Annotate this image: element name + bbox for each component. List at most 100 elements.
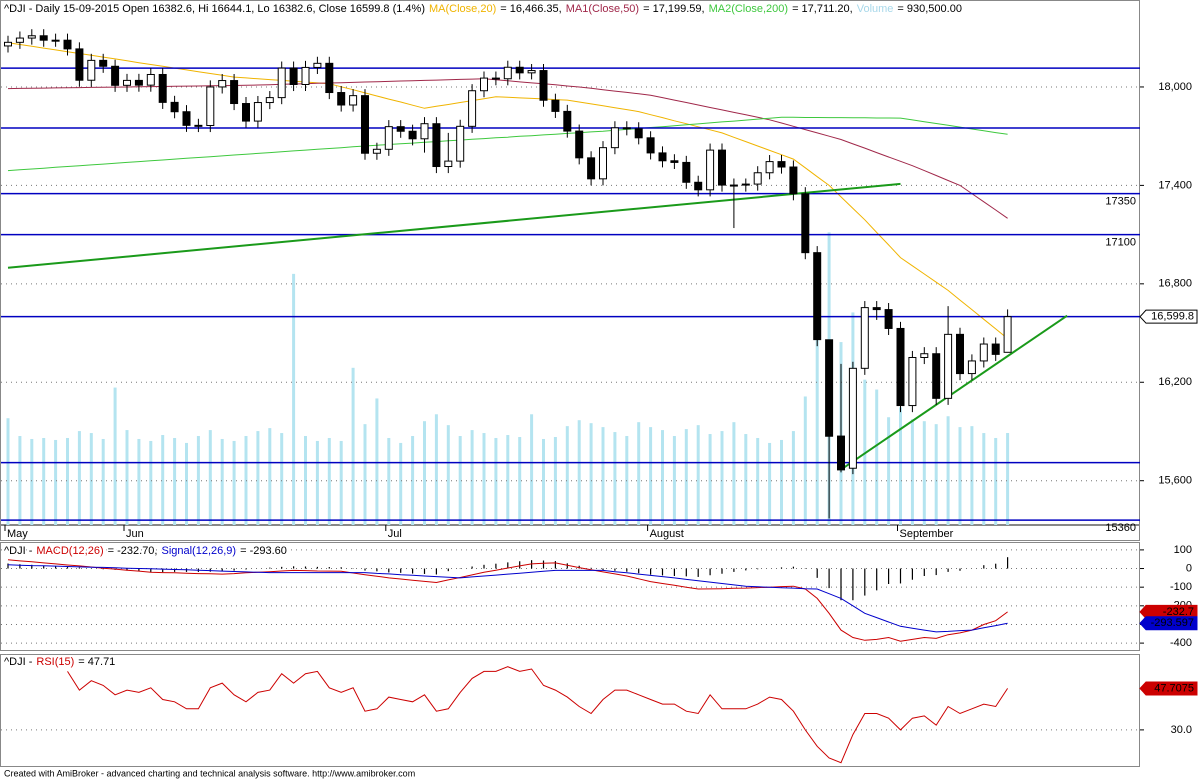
volume-bar xyxy=(744,434,748,525)
candle-body xyxy=(503,66,512,80)
candle-body xyxy=(170,101,179,113)
candle-body xyxy=(111,65,120,86)
candle-body xyxy=(75,48,84,81)
price-pane-frame xyxy=(0,0,1140,525)
volume-bar xyxy=(220,438,224,525)
volume-bar xyxy=(637,422,641,525)
candle-body xyxy=(825,339,834,437)
candle-body xyxy=(337,92,346,106)
volume-bar xyxy=(185,442,188,525)
volume-bar xyxy=(458,436,462,525)
legend-name: MA2(Close,200) xyxy=(709,3,788,15)
candle-body xyxy=(813,252,822,341)
value-tag xyxy=(1139,681,1198,696)
volume-bar xyxy=(875,389,879,525)
volume-bar xyxy=(89,433,93,525)
volume-bar xyxy=(768,442,772,525)
candle-body xyxy=(265,97,274,104)
date-axis-strip xyxy=(0,525,1140,541)
volume-bar xyxy=(268,428,272,525)
candle-body xyxy=(218,80,227,88)
candle-body xyxy=(622,127,631,130)
volume-bar xyxy=(815,340,819,525)
volume-bar xyxy=(994,437,998,525)
candle-body xyxy=(599,147,607,180)
candle-body xyxy=(301,66,310,85)
volume-bar xyxy=(589,423,593,525)
candle-body xyxy=(87,59,96,81)
candle-body xyxy=(491,77,500,80)
candle-body xyxy=(349,95,358,106)
volume-bar xyxy=(756,437,760,525)
volume-bar xyxy=(791,431,795,525)
candle-body xyxy=(1003,316,1012,353)
volume-bar xyxy=(208,430,212,525)
legend-name: MA1(Close,50) xyxy=(566,3,639,15)
candle-body xyxy=(777,161,786,168)
volume-bar xyxy=(6,418,10,525)
macd-pane-frame xyxy=(0,542,1140,651)
level-label: 15360 xyxy=(1105,522,1136,534)
candle-body xyxy=(634,128,643,139)
candle-body xyxy=(277,67,286,99)
candle-body xyxy=(563,110,572,132)
candle-body xyxy=(658,152,667,162)
volume-bar xyxy=(696,425,700,525)
volume-bar xyxy=(803,396,807,525)
candle-body xyxy=(515,66,524,74)
candle-body xyxy=(587,157,596,180)
volume-bar xyxy=(899,407,902,525)
volume-bar xyxy=(542,438,545,525)
volume-bar xyxy=(113,387,117,525)
volume-bar xyxy=(577,420,581,525)
candle-body xyxy=(325,62,334,94)
candle-body xyxy=(741,183,750,186)
volume-bar xyxy=(339,440,343,525)
candle-body xyxy=(4,41,12,47)
volume-bar xyxy=(470,430,474,525)
volume-bar xyxy=(315,440,319,525)
volume-bar xyxy=(661,430,664,525)
level-label: 17100 xyxy=(1105,237,1136,249)
volume-bar xyxy=(887,417,891,525)
candle-body xyxy=(372,148,381,154)
volume-bar xyxy=(530,414,534,525)
candle-body xyxy=(384,126,393,150)
y-tick-label: -400 xyxy=(1170,637,1192,649)
candle-body xyxy=(480,77,488,92)
volume-bar xyxy=(304,436,307,525)
candle-body xyxy=(230,80,239,105)
candle-body xyxy=(527,70,536,74)
legend-name: Volume xyxy=(857,3,894,15)
candle-body xyxy=(158,73,167,103)
candle-body xyxy=(361,95,369,154)
volume-bar xyxy=(982,433,986,525)
volume-bar xyxy=(232,440,236,525)
pane-legend: ^DJI - Daily 15-09-2015 Open 16382.6, Hi… xyxy=(4,3,962,15)
rsi-pane-frame xyxy=(0,654,1140,767)
candle-body xyxy=(908,356,917,407)
value-tag-label: -232.7 xyxy=(1163,606,1194,618)
candle-body xyxy=(206,86,215,127)
y-tick-label: 30.0 xyxy=(1171,724,1192,736)
legend-name: RSI(15) xyxy=(36,656,74,668)
candle-body xyxy=(289,67,298,85)
candle-body xyxy=(718,149,726,186)
candle-body xyxy=(884,309,893,329)
volume-bar xyxy=(387,437,391,525)
level-label: 17350 xyxy=(1105,196,1136,208)
volume-bar xyxy=(77,431,81,525)
candle-body xyxy=(123,79,131,86)
value-tag-label: -293.597 xyxy=(1151,617,1194,629)
volume-bar xyxy=(446,425,450,525)
y-tick-label: 15,600 xyxy=(1158,475,1192,487)
volume-bar xyxy=(565,426,569,525)
x-tick-label: August xyxy=(650,528,684,540)
candle-body xyxy=(51,39,60,42)
volume-bar xyxy=(482,433,486,525)
candle-body xyxy=(979,343,988,362)
legend-name: Signal(12,26,9) xyxy=(161,545,236,557)
volume-bar xyxy=(256,431,260,525)
volume-bar xyxy=(173,437,177,525)
